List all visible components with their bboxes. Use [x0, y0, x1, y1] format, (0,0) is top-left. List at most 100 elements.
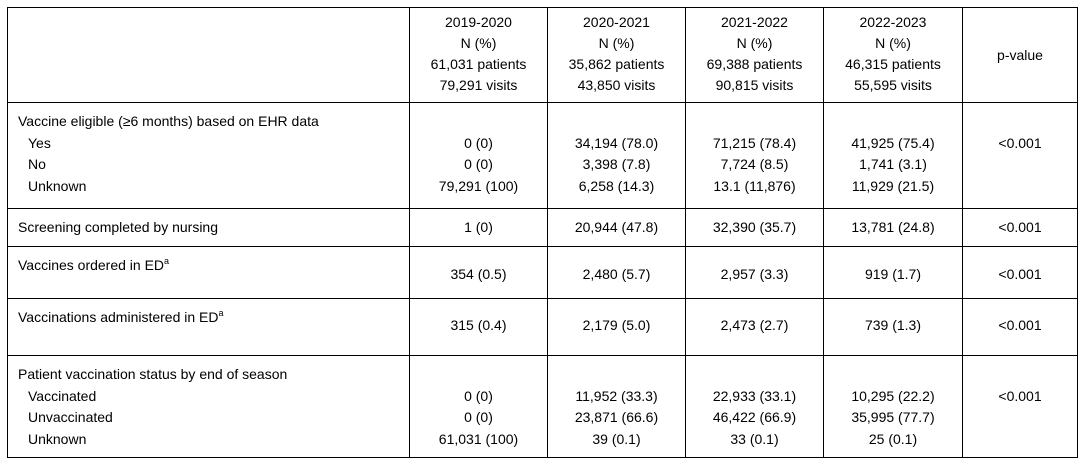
visits-label: 43,850 visits [577, 77, 656, 93]
header-season-cell: 2020-2021 N (%) 35,862 patients 43,850 v… [547, 7, 686, 103]
value-cell: 739 (1.3) [823, 298, 963, 356]
value-cell: 315 (0.4) [409, 298, 548, 356]
row-label: Screening completed by nursing [18, 218, 219, 235]
cell-value: 13,781 (24.8) [851, 218, 935, 235]
pvalue-cell: <0.001 [962, 208, 1078, 247]
cell-value: 10,295 (22.2) [851, 387, 935, 404]
cell-value: 46,422 (66.9) [712, 409, 797, 425]
cell-value: 315 (0.4) [450, 317, 507, 333]
value-cell: 1 (0) [409, 208, 548, 247]
pvalue-cell: <0.001 [962, 246, 1078, 299]
table-row: Vaccines ordered in EDa 354 (0.5) 2,480 … [7, 246, 1078, 299]
cell-value: 35,995 (77.7) [851, 409, 935, 425]
value-cell: 20,944 (47.8) [547, 208, 686, 247]
season-label: 2020-2021 [583, 14, 650, 30]
sub-label: Yes [28, 134, 51, 151]
row-label-cell: Screening completed by nursing [7, 208, 410, 247]
cell-value: 0 (0) [464, 387, 493, 404]
value-cell: 22,933 (33.1) 46,422 (66.9) 33 (0.1) [685, 355, 824, 458]
cell-value: 2,179 (5.0) [582, 317, 651, 333]
pvalue-cell: <0.001 [962, 355, 1078, 458]
sub-label: Unknown [28, 177, 87, 194]
cell-value: 34,194 (78.0) [574, 134, 659, 151]
pvalue-cell: <0.001 [962, 102, 1078, 209]
header-season-cell: 2019-2020 N (%) 61,031 patients 79,291 v… [409, 7, 548, 103]
row-label: Vaccine eligible (≥6 months) based on EH… [18, 113, 319, 129]
patients-label: 46,315 patients [845, 56, 941, 72]
footnote-marker: a [164, 256, 170, 266]
stat-label: N (%) [875, 35, 911, 51]
cell-value: 22,933 (33.1) [712, 387, 797, 404]
value-cell: 2,480 (5.7) [547, 246, 686, 299]
cell-value: 2,480 (5.7) [582, 266, 651, 282]
table-row: Patient vaccination status by end of sea… [7, 355, 1078, 458]
header-blank-cell [7, 7, 410, 103]
cell-value: 919 (1.7) [864, 266, 922, 282]
season-label: 2021-2022 [721, 14, 788, 30]
cell-value: 2,957 (3.3) [720, 266, 789, 282]
cell-value: 739 (1.3) [864, 317, 922, 333]
pvalue-header: p-value [997, 46, 1043, 63]
table-row: Vaccinations administered in EDa 315 (0.… [7, 298, 1078, 356]
value-cell: 34,194 (78.0) 3,398 (7.8) 6,258 (14.3) [547, 102, 686, 209]
row-label-cell: Vaccines ordered in EDa [7, 246, 410, 299]
value-cell: 354 (0.5) [409, 246, 548, 299]
cell-value: 11,952 (33.3) [575, 387, 658, 404]
cell-value: 61,031 (100) [438, 430, 519, 447]
cell-value: 6,258 (14.3) [578, 177, 655, 194]
cell-value: 1,741 (3.1) [859, 156, 927, 172]
patients-label: 35,862 patients [568, 56, 665, 72]
cell-value: 20,944 (47.8) [574, 218, 659, 235]
header-pvalue-cell: p-value [962, 7, 1078, 103]
visits-label: 55,595 visits [854, 77, 932, 93]
cell-value: 0 (0) [464, 409, 493, 425]
results-table: 2019-2020 N (%) 61,031 patients 79,291 v… [7, 7, 1078, 458]
pvalue: <0.001 [998, 218, 1042, 235]
value-cell: 41,925 (75.4) 1,741 (3.1) 11,929 (21.5) [823, 102, 963, 209]
pvalue: <0.001 [998, 134, 1042, 151]
patients-label: 61,031 patients [430, 56, 527, 72]
cell-value: 11,929 (21.5) [851, 177, 935, 194]
sub-label: Unvaccinated [28, 409, 113, 425]
sub-label: No [28, 156, 46, 172]
pvalue-cell: <0.001 [962, 298, 1078, 356]
cell-value: 39 (0.1) [592, 430, 641, 447]
cell-value: 23,871 (66.6) [574, 409, 659, 425]
cell-value: 25 (0.1) [868, 430, 918, 447]
cell-value: 0 (0) [464, 134, 493, 151]
cell-value: 1 (0) [464, 218, 493, 235]
table-row: Vaccine eligible (≥6 months) based on EH… [7, 102, 1078, 209]
stat-label: N (%) [598, 35, 635, 51]
row-label: Vaccines ordered in EDa [18, 256, 170, 274]
value-cell: 2,179 (5.0) [547, 298, 686, 356]
value-cell: 0 (0) 0 (0) 61,031 (100) [409, 355, 548, 458]
value-cell: 2,957 (3.3) [685, 246, 824, 299]
cell-value: 354 (0.5) [450, 266, 507, 282]
value-cell: 13,781 (24.8) [823, 208, 963, 247]
value-cell: 11,952 (33.3) 23,871 (66.6) 39 (0.1) [547, 355, 686, 458]
value-cell: 32,390 (35.7) [685, 208, 824, 247]
visits-label: 79,291 visits [439, 77, 518, 93]
value-cell: 0 (0) 0 (0) 79,291 (100) [409, 102, 548, 209]
patients-label: 69,388 patients [706, 56, 803, 72]
cell-value: 71,215 (78.4) [712, 134, 797, 151]
cell-value: 0 (0) [464, 156, 493, 172]
header-season-cell: 2022-2023 N (%) 46,315 patients 55,595 v… [823, 7, 963, 103]
cell-value: 2,473 (2.7) [720, 317, 789, 333]
row-label: Vaccinations administered in EDa [18, 308, 224, 326]
row-label-cell: Vaccinations administered in EDa [7, 298, 410, 356]
pvalue: <0.001 [998, 266, 1042, 282]
pvalue: <0.001 [998, 317, 1042, 333]
cell-value: 79,291 (100) [438, 177, 519, 194]
cell-value: 13.1 (11,876) [713, 177, 796, 194]
footnote-marker: a [218, 308, 224, 318]
cell-value: 41,925 (75.4) [851, 134, 935, 151]
cell-value: 32,390 (35.7) [712, 218, 797, 235]
stat-label: N (%) [460, 35, 497, 51]
sub-label: Vaccinated [28, 387, 97, 404]
table-row: Screening completed by nursing 1 (0) 20,… [7, 208, 1078, 247]
visits-label: 90,815 visits [715, 77, 794, 93]
value-cell: 10,295 (22.2) 35,995 (77.7) 25 (0.1) [823, 355, 963, 458]
cell-value: 7,724 (8.5) [720, 156, 789, 172]
row-label-cell: Patient vaccination status by end of sea… [7, 355, 410, 458]
